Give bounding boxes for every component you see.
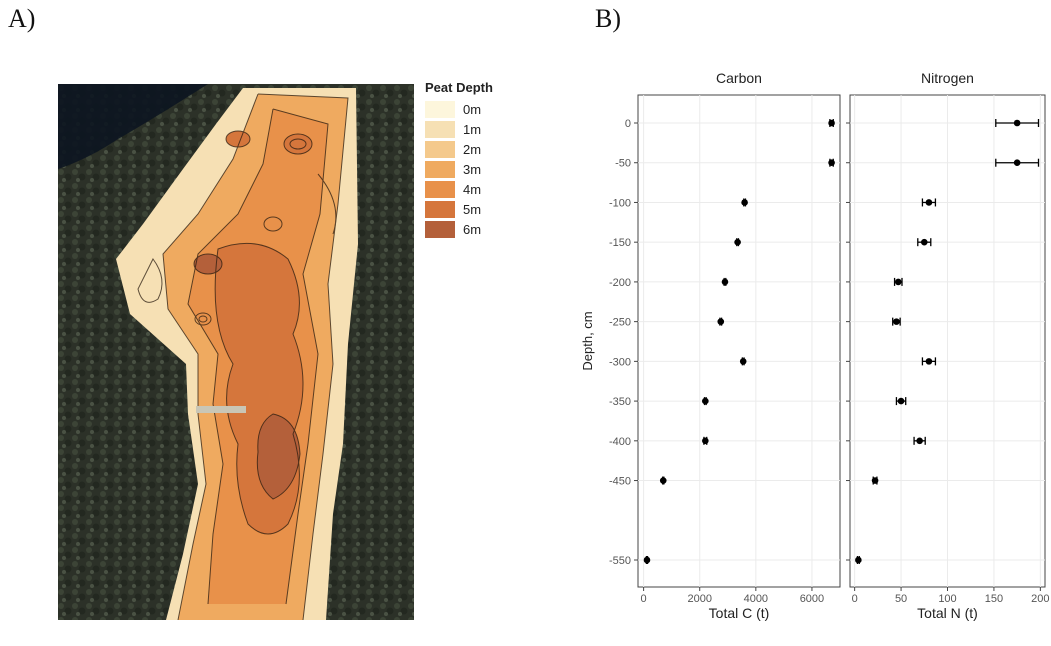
data-point	[920, 238, 928, 246]
x-tick-label: 6000	[800, 593, 824, 605]
legend-label: 5m	[463, 201, 482, 217]
legend-item: 4m	[425, 179, 493, 199]
y-axis-label: Depth, cm	[580, 311, 595, 370]
y-tick-label: -250	[609, 317, 631, 329]
y-tick-label: -350	[609, 396, 631, 408]
x-tick-label: 50	[895, 593, 907, 605]
y-tick-label: -100	[609, 197, 631, 209]
data-point	[721, 278, 729, 286]
data-point	[916, 437, 923, 445]
data-point	[897, 397, 905, 405]
legend-title: Peat Depth	[425, 80, 493, 95]
data-point	[828, 119, 835, 127]
panel-label-a: A)	[8, 4, 36, 33]
data-point	[734, 238, 741, 246]
data-point	[643, 556, 651, 564]
data-point	[741, 199, 748, 206]
legend-swatch	[425, 180, 455, 198]
legend-label: 0m	[463, 101, 482, 117]
data-point	[828, 159, 835, 167]
y-tick-label: -550	[609, 555, 631, 567]
legend-item: 1m	[425, 119, 493, 139]
legend-item: 2m	[425, 139, 493, 159]
data-point	[894, 278, 902, 286]
map-legend: Peat Depth 0m 1m 2m 3m 4m 5m 6m	[425, 80, 493, 239]
data-point	[855, 556, 862, 564]
x-axis-label: Total C (t)	[709, 605, 770, 621]
x-tick-label: 0	[641, 593, 647, 605]
legend-swatch	[425, 160, 455, 178]
peat-depth-map	[58, 84, 414, 621]
legend-label: 3m	[463, 161, 482, 177]
x-tick-label: 2000	[687, 593, 711, 605]
data-point	[925, 199, 933, 206]
y-tick-label: -450	[609, 476, 631, 488]
panel-title: Nitrogen	[921, 70, 974, 86]
legend-item: 5m	[425, 199, 493, 219]
panel-frame	[637, 94, 841, 588]
depth-scatter-chart: 0 2000 4000 60000-50-100-150-200-250-300-35…	[580, 70, 1050, 621]
x-axis-label: Total N (t)	[917, 605, 978, 621]
panel-label-b: B)	[595, 4, 621, 33]
legend-label: 1m	[463, 121, 482, 137]
legend-swatch	[425, 100, 455, 118]
x-tick-label: 200	[1031, 593, 1049, 605]
legend-swatch	[425, 200, 455, 218]
legend-swatch	[425, 220, 455, 238]
x-tick-label: 150	[985, 593, 1003, 605]
y-tick-label: 0	[625, 118, 631, 130]
legend-label: 2m	[463, 141, 482, 157]
y-tick-label: -50	[615, 158, 631, 170]
y-tick-label: -300	[609, 356, 631, 368]
legend-item: 3m	[425, 159, 493, 179]
y-tick-label: -150	[609, 237, 631, 249]
legend-swatch	[425, 120, 455, 138]
data-point	[702, 437, 709, 445]
legend-items: 0m 1m 2m 3m 4m 5m 6m	[425, 99, 493, 239]
legend-label: 6m	[463, 221, 482, 237]
data-point	[739, 358, 747, 365]
x-tick-label: 4000	[744, 593, 768, 605]
legend-item: 0m	[425, 99, 493, 119]
legend-swatch	[425, 140, 455, 158]
data-point	[925, 358, 933, 365]
data-point	[702, 397, 709, 405]
y-tick-label: -200	[609, 277, 631, 289]
x-tick-label: 0	[852, 593, 858, 605]
data-point	[893, 318, 900, 325]
x-tick-label: 100	[938, 593, 956, 605]
legend-item: 6m	[425, 219, 493, 239]
data-point	[659, 477, 667, 484]
data-point	[717, 318, 725, 325]
data-point	[1013, 119, 1021, 127]
y-tick-label: -400	[609, 436, 631, 448]
data-point	[871, 477, 879, 484]
panel-title: Carbon	[716, 70, 762, 86]
data-point	[1013, 159, 1021, 167]
peat-depth-map-image	[58, 84, 414, 621]
legend-label: 4m	[463, 181, 482, 197]
